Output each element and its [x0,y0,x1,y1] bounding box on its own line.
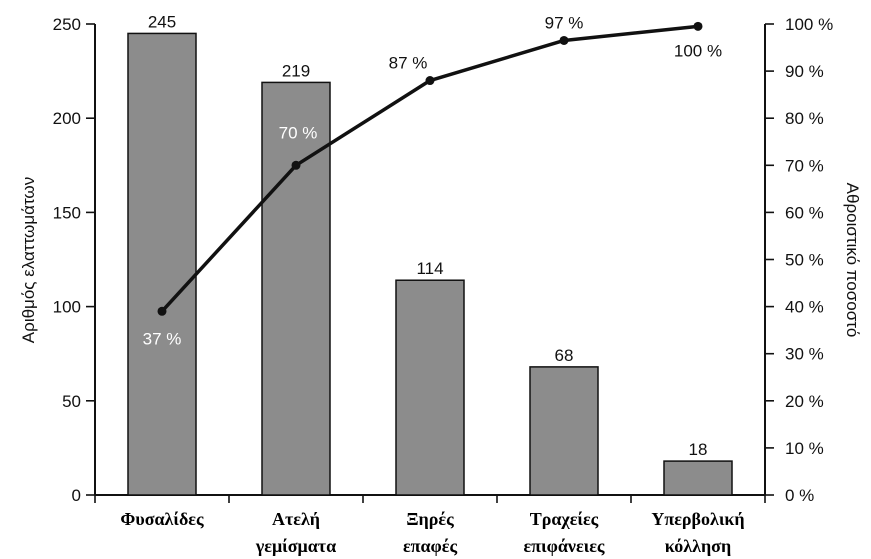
x-category-label: Ατελή [272,509,320,529]
axes: 0 50 100 150 200 250 0 % 10 % 20 % 30 % 40 % 50 % 60… [53,15,834,505]
bar-value-label: 18 [689,440,708,459]
bar-value-label: 219 [282,61,310,80]
bar-value-label: 68 [555,346,574,365]
labels: 245 Φυσαλίδες 219 Ατελή γεμίσματα 114 Ξηρές επα… [120,12,744,556]
cumulative-point [559,35,569,45]
bar-value-label: 245 [148,12,176,31]
y-tick-label-right: 20 % [785,392,824,411]
y-tick-label-right: 50 % [785,251,824,270]
cumulative-percent-label: 97 % [545,13,584,32]
bar-value-label: 114 [416,259,443,278]
bar [529,366,599,496]
y-tick-label-right: 70 % [785,156,824,175]
x-category-label: επαφές [403,536,458,556]
y-tick-label-right: 40 % [785,298,824,317]
y-tick-label-right: 80 % [785,109,824,128]
bar [261,81,331,496]
x-category-label: Φυσαλίδες [120,509,204,529]
bar [395,279,465,496]
y-tick-label-left: 0 [72,486,81,505]
x-category-label: επιφάνειες [523,536,604,556]
x-category-label: Υπερβολική [651,509,744,529]
y-tick-label-right: 90 % [785,62,824,81]
y-tick-label-left: 200 [53,109,81,128]
y-tick-label-right: 10 % [785,439,824,458]
y-tick-label-left: 100 [53,298,81,317]
cumulative-percent-label: 100 % [674,41,722,60]
cumulative-point [157,306,167,316]
y-tick-label-right: 100 % [785,15,833,34]
cumulative-percent-label: 87 % [389,54,428,73]
y-tick-label-right: 30 % [785,345,824,364]
y-tick-label-left: 250 [53,15,81,34]
cumulative-line [157,21,703,316]
y-tick-label-left: 50 [62,392,81,411]
x-category-label: Τραχείες [530,509,599,529]
y-tick-label-right: 60 % [785,203,824,222]
cumulative-percent-label: 37 % [143,329,182,348]
cumulative-percent-label: 70 % [279,123,318,142]
x-category-label: κόλληση [665,536,731,556]
y-axis-title-left: Αριθμός ελαττωμάτων [19,177,38,343]
cumulative-point [291,160,301,170]
cumulative-point [693,21,703,31]
bar [127,32,197,496]
x-category-label: γεμίσματα [255,536,336,556]
y-tick-label-left: 150 [53,203,81,222]
cumulative-point [425,76,435,86]
bar [663,460,733,496]
y-axis-title-right: Αθροιστικό ποσοστό [843,183,862,338]
y-tick-label-right: 0 % [785,486,814,505]
x-category-label: Ξηρές [406,509,454,529]
